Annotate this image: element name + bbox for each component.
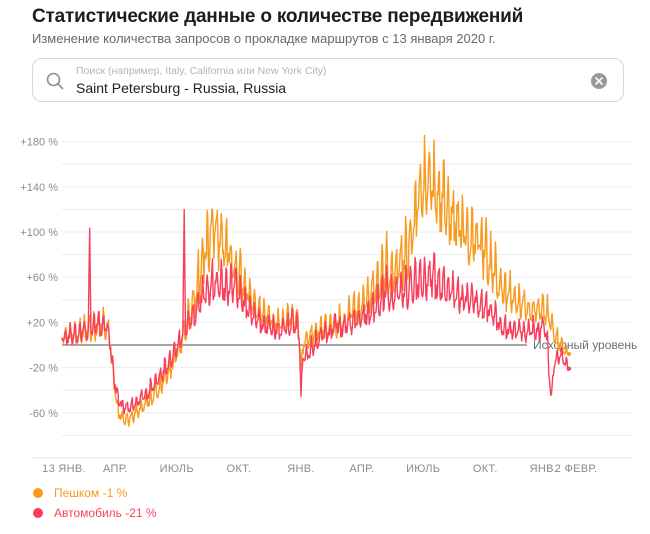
- y-axis-label: -60 %: [29, 408, 58, 420]
- y-axis-label: +100 %: [20, 227, 58, 239]
- x-axis-label: ИЮЛЬ: [160, 463, 194, 475]
- x-axis-label: АПР.: [349, 463, 374, 475]
- x-axis-label: ИЮЛЬ: [406, 463, 440, 475]
- y-axis-label: -20 %: [29, 363, 58, 375]
- chart-legend: Пешком -1 % Автомобиль -21 %: [33, 483, 157, 523]
- x-axis-label: ОКТ.: [473, 463, 498, 475]
- x-axis-label: ОКТ.: [227, 463, 252, 475]
- y-axis-label: +60 %: [27, 272, 59, 284]
- y-axis-label: +140 %: [20, 182, 58, 194]
- clear-search-button[interactable]: [591, 73, 607, 89]
- page-subtitle: Изменение количества запросов о прокладк…: [32, 31, 496, 46]
- search-placeholder-label: Поиск (например, Italy, California или N…: [76, 65, 327, 77]
- legend-item-walking: Пешком -1 %: [33, 483, 157, 503]
- x-axis-label: ЯНВ.: [287, 463, 314, 475]
- legend-item-driving: Автомобиль -21 %: [33, 503, 157, 523]
- close-icon: [595, 77, 603, 85]
- x-axis-label: АПР.: [103, 463, 128, 475]
- driving-series-line: [61, 208, 570, 415]
- y-axis-label: +180 %: [20, 137, 58, 149]
- search-box[interactable]: Поиск (например, Italy, California или N…: [32, 58, 624, 102]
- x-axis-label: ЯНВ.: [530, 463, 557, 475]
- walking-series-line: [61, 134, 570, 427]
- x-axis-label: 2 ФЕВР.: [555, 463, 598, 475]
- driving-series-endpoint: [566, 366, 572, 371]
- page-title: Статистические данные о количестве перед…: [32, 6, 524, 27]
- driving-series-label: Автомобиль -21 %: [54, 506, 157, 520]
- walking-series-label: Пешком -1 %: [54, 486, 128, 500]
- search-field: Поиск (например, Italy, California или N…: [76, 65, 579, 96]
- walking-series-dot: [33, 488, 43, 498]
- driving-series-dot: [33, 508, 43, 518]
- mobility-chart[interactable]: +180 % +140 % +100 % +60 % +20 % -20 % -60 % 13…: [0, 118, 650, 478]
- walking-series-endpoint: [566, 351, 572, 357]
- x-axis-label: 13 ЯНВ.: [42, 463, 86, 475]
- y-axis-label: +20 %: [27, 317, 59, 329]
- search-icon: [46, 72, 64, 90]
- search-input[interactable]: [76, 80, 579, 96]
